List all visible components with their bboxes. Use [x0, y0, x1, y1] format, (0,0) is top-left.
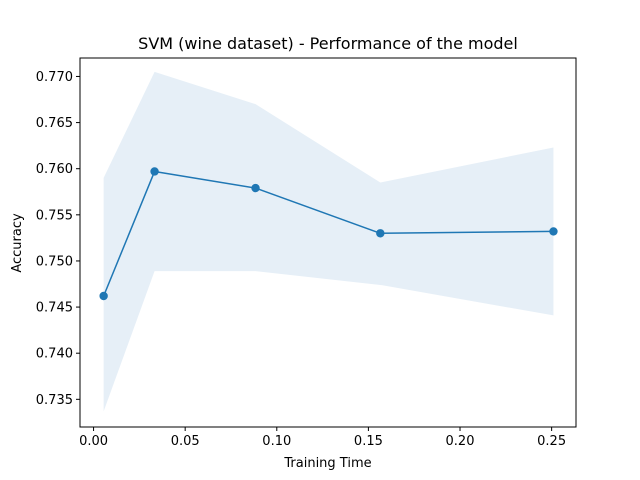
x-tick-label: 0.25 [537, 434, 566, 449]
data-point [376, 229, 385, 238]
chart-title: SVM (wine dataset) - Performance of the … [138, 34, 518, 53]
y-tick-label: 0.770 [36, 70, 73, 85]
x-tick-label: 0.15 [354, 434, 383, 449]
x-tick-label: 0.20 [446, 434, 475, 449]
y-axis-label: Accuracy [10, 213, 25, 273]
data-point [99, 291, 108, 301]
data-point [549, 227, 558, 236]
confidence-band-layer [103, 71, 554, 412]
y-tick-label: 0.760 [36, 162, 73, 177]
y-axis-ticks: 0.735 0.740 0.745 0.750 0.755 0.760 0.765 0.770 [36, 70, 80, 408]
data-point [251, 183, 260, 193]
y-tick-label: 0.765 [36, 116, 73, 131]
y-tick-label: 0.755 [36, 208, 73, 223]
x-tick-label: 0.00 [79, 434, 108, 449]
data-point-layer [99, 167, 558, 301]
x-tick-label: 0.10 [262, 434, 291, 449]
x-tick-label: 0.05 [171, 434, 200, 449]
y-tick-label: 0.745 [36, 301, 73, 316]
y-tick-label: 0.750 [36, 254, 73, 269]
y-tick-label: 0.735 [36, 393, 73, 408]
x-axis-label: Training Time [283, 456, 371, 471]
plot-frame [79, 57, 577, 428]
y-tick-label: 0.740 [36, 347, 73, 362]
x-axis-ticks: 0.00 0.05 0.10 0.15 0.20 0.25 [79, 427, 566, 449]
data-point [150, 167, 159, 176]
confidence-band [103, 71, 554, 412]
